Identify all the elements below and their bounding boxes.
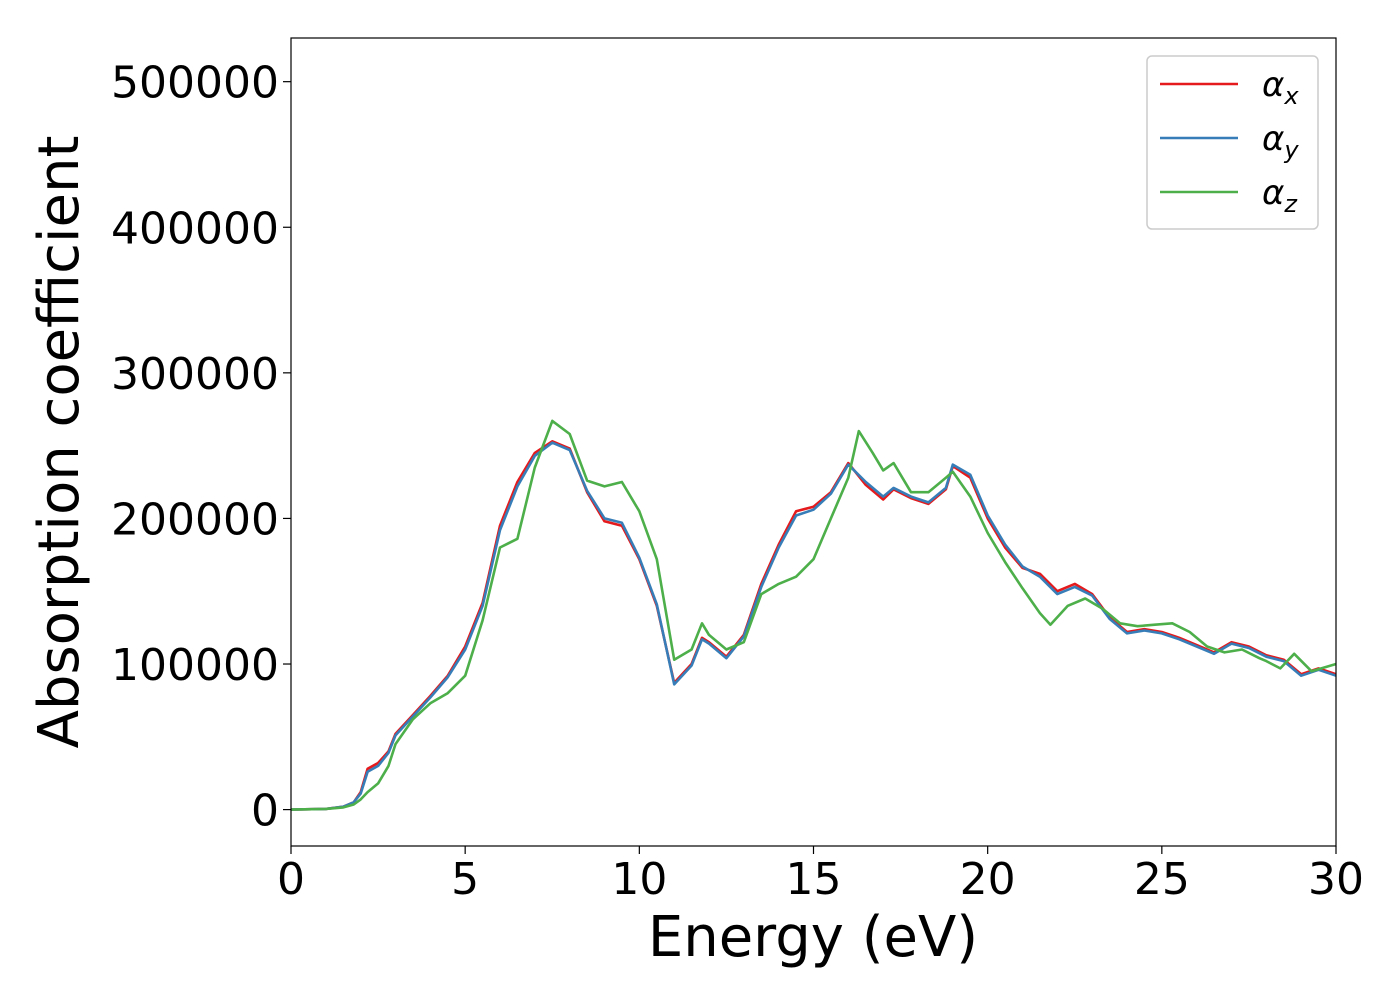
y-tick-label: 0 [251,786,279,837]
series-line-3 [290,419,1337,811]
legend-label-x: αx [1262,65,1299,110]
y-axis: 0 100000 200000 300000 400000 500000 [111,58,291,837]
legend-label-z: αz [1262,173,1298,218]
x-axis-title: Energy (eV) [648,905,978,970]
y-tick-label: 200000 [111,494,279,545]
series-line-2 [290,441,1337,811]
x-tick-label: 10 [611,854,667,905]
legend-symbol: α [1262,119,1284,159]
series-layer [290,419,1337,811]
x-axis: 0 5 10 15 20 25 30 [277,846,1364,905]
x-tick-label: 5 [451,854,479,905]
legend-symbol: α [1262,65,1284,105]
x-tick-label: 0 [277,854,305,905]
legend-symbol: α [1262,173,1284,213]
legend-subscript: y [1283,136,1299,164]
y-tick-label: 500000 [111,58,279,109]
y-tick-label: 400000 [111,203,279,254]
legend-box [1146,55,1319,230]
y-tick-label: 100000 [111,640,279,691]
y-tick-label: 300000 [111,349,279,400]
x-tick-label: 15 [786,854,842,905]
legend-subscript: x [1283,82,1299,110]
legend-label-y: αy [1262,119,1299,164]
y-axis-title: Absorption coefficient [27,136,92,749]
x-tick-label: 20 [960,854,1016,905]
x-tick-label: 25 [1134,854,1190,905]
legend-subscript: z [1283,190,1298,218]
x-tick-label: 30 [1308,854,1364,905]
